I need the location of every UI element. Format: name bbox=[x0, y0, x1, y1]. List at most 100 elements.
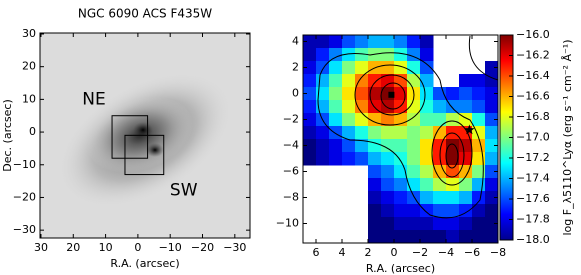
heatmap-cell bbox=[355, 139, 369, 153]
heatmap-cell bbox=[303, 35, 317, 49]
heatmap-cell bbox=[407, 191, 421, 205]
heatmap-cell bbox=[446, 191, 460, 205]
heatmap-cell bbox=[420, 48, 434, 62]
y-tick-label: 20 bbox=[22, 60, 36, 73]
heatmap-cell bbox=[329, 139, 343, 153]
heatmap-cell bbox=[303, 113, 317, 127]
heatmap-cell bbox=[485, 87, 499, 101]
heatmap-cell bbox=[381, 230, 395, 244]
heatmap-cell bbox=[329, 113, 343, 127]
heatmap-cell bbox=[342, 139, 356, 153]
x-tick-label: −30 bbox=[223, 241, 246, 254]
colorbar-tick-label: −17.0 bbox=[516, 131, 550, 144]
heatmap-cell bbox=[329, 74, 343, 88]
x-axis-label: R.A. (arcsec) bbox=[366, 262, 435, 275]
x-tick-label: 0 bbox=[391, 246, 398, 259]
heatmap-cell bbox=[303, 152, 317, 166]
heatmap-cell bbox=[459, 178, 473, 192]
heatmap-cell bbox=[420, 165, 434, 179]
colorbar-tick-label: −17.2 bbox=[516, 151, 550, 164]
heatmap-cell bbox=[368, 126, 382, 140]
heatmap-cell bbox=[381, 152, 395, 166]
heatmap-cell bbox=[381, 191, 395, 205]
heatmap-cell bbox=[394, 217, 408, 231]
region-label: NE bbox=[82, 90, 105, 110]
heatmap-cell bbox=[485, 74, 499, 88]
plot-frame bbox=[39, 32, 251, 239]
heatmap-cell bbox=[420, 61, 434, 75]
y-tick-label: −30 bbox=[13, 223, 36, 236]
contours bbox=[317, 35, 499, 219]
heatmap-cell bbox=[342, 152, 356, 166]
heatmap-cell bbox=[485, 139, 499, 153]
colorbar-tick-label: −16.8 bbox=[516, 110, 550, 123]
heatmap-cell bbox=[459, 230, 473, 244]
heatmap-cell bbox=[472, 230, 486, 244]
heatmap-cell bbox=[446, 217, 460, 231]
heatmap-cell bbox=[472, 139, 486, 153]
heatmap-cell bbox=[394, 178, 408, 192]
heatmap-cell bbox=[381, 100, 395, 114]
heatmap-cell bbox=[329, 48, 343, 62]
heatmap-cell bbox=[394, 35, 408, 49]
heatmap-cell bbox=[485, 178, 499, 192]
heatmap-cell bbox=[303, 139, 317, 153]
y-tick-label: 4 bbox=[292, 35, 299, 48]
heatmap-cell bbox=[316, 74, 330, 88]
heatmap-cell bbox=[329, 152, 343, 166]
heatmap-cell bbox=[420, 87, 434, 101]
heatmap-cell bbox=[485, 230, 499, 244]
heatmap-cell bbox=[381, 74, 395, 88]
heatmap-cell bbox=[407, 230, 421, 244]
y-tick-label: −8 bbox=[283, 191, 299, 204]
heatmap-cell bbox=[368, 165, 382, 179]
heatmap-cell bbox=[381, 165, 395, 179]
y-tick-label: 0 bbox=[292, 87, 299, 100]
colorbar-tick-label: −16.6 bbox=[516, 90, 550, 103]
heatmap-cell bbox=[446, 139, 460, 153]
heatmap-cell bbox=[420, 35, 434, 49]
heatmap-cell bbox=[407, 152, 421, 166]
heatmap-cell bbox=[472, 191, 486, 205]
heatmap-cell bbox=[407, 204, 421, 218]
heatmap-cell bbox=[316, 87, 330, 101]
heatmap-cell bbox=[368, 191, 382, 205]
heatmap-cell bbox=[407, 139, 421, 153]
heatmap-cell bbox=[420, 113, 434, 127]
region-label: SW bbox=[170, 181, 198, 201]
heatmap-cell bbox=[368, 139, 382, 153]
heatmap-cell bbox=[485, 191, 499, 205]
heatmap-cell bbox=[459, 152, 473, 166]
heatmap-cell bbox=[381, 113, 395, 127]
heatmap-cell bbox=[368, 74, 382, 88]
marker-square bbox=[388, 91, 395, 98]
heatmap-cell bbox=[303, 61, 317, 75]
heatmap-cell bbox=[472, 100, 486, 114]
heatmap-cell bbox=[407, 35, 421, 49]
heatmap-cell bbox=[355, 87, 369, 101]
y-tick-label: 0 bbox=[29, 125, 36, 138]
heatmap-cell bbox=[355, 35, 369, 49]
heatmap-cell bbox=[433, 126, 447, 140]
heatmap-cell bbox=[459, 217, 473, 231]
heatmap-cell bbox=[394, 87, 408, 101]
heatmap-cell bbox=[420, 126, 434, 140]
colorbar-tick-label: −18.0 bbox=[516, 233, 550, 246]
heatmap-cell bbox=[433, 204, 447, 218]
heatmap-cell bbox=[485, 165, 499, 179]
colorbar-tick-label: −16.0 bbox=[516, 28, 550, 41]
x-tick-label: −20 bbox=[191, 241, 214, 254]
x-tick-label: −4 bbox=[438, 246, 454, 259]
heatmap-cell bbox=[368, 230, 382, 244]
region-box bbox=[124, 134, 165, 176]
heatmap-cell bbox=[368, 48, 382, 62]
heatmap-cell bbox=[355, 74, 369, 88]
heatmap-cell bbox=[381, 139, 395, 153]
heatmap-cell bbox=[342, 113, 356, 127]
colorbar-tick-label: −16.4 bbox=[516, 69, 550, 82]
heatmap-cell bbox=[394, 61, 408, 75]
heatmap-cell bbox=[433, 139, 447, 153]
heatmap-cell bbox=[303, 87, 317, 101]
heatmap-cell bbox=[394, 48, 408, 62]
